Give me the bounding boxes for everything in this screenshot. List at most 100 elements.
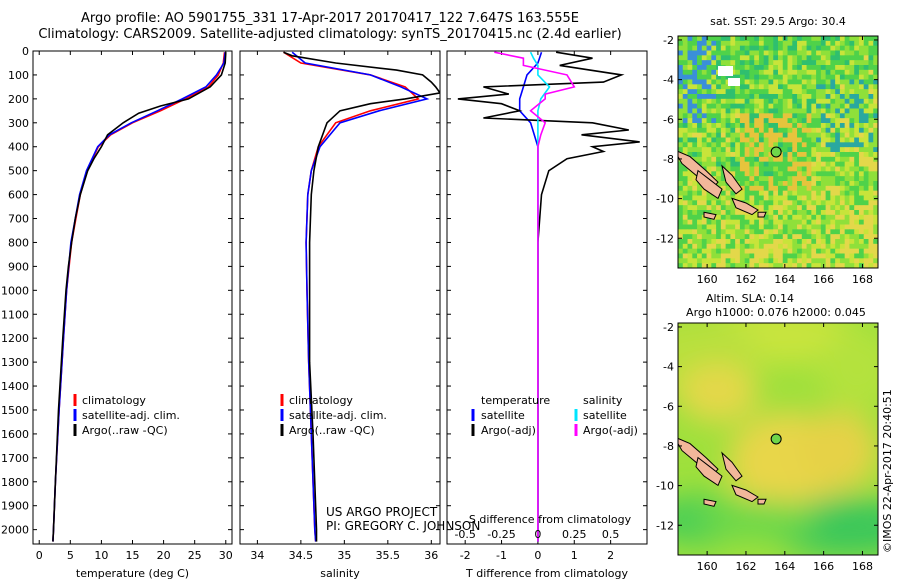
map-cell — [811, 94, 817, 100]
map-cell — [697, 94, 703, 100]
map-cell — [706, 50, 712, 56]
map-cell — [839, 94, 846, 100]
map-cell — [825, 127, 831, 134]
map-cell — [835, 200, 841, 206]
island-shape — [695, 169, 723, 200]
map-cell — [782, 147, 789, 153]
map-cell — [792, 94, 798, 100]
map-cell — [835, 190, 841, 196]
map-cell — [706, 65, 712, 71]
map-cell — [801, 219, 808, 225]
map-cell — [830, 190, 836, 196]
map-cell — [687, 50, 693, 56]
map-cell — [697, 239, 703, 245]
map-cell — [773, 103, 779, 109]
map-cell — [725, 74, 731, 80]
map-cell — [839, 200, 846, 206]
map-cell — [825, 195, 831, 201]
map-cell — [706, 123, 712, 129]
map-cell — [725, 263, 731, 268]
map-cell — [858, 108, 865, 114]
map-cell — [873, 94, 878, 100]
map-cell — [730, 229, 736, 235]
map-cell — [711, 123, 717, 129]
map-cell — [692, 89, 698, 95]
map-cell — [873, 210, 878, 216]
series-line-climatology — [52, 52, 226, 542]
map-cell — [692, 214, 698, 221]
map-cell — [863, 123, 869, 129]
map-cell — [711, 45, 717, 51]
map-cell — [744, 123, 750, 129]
map-cell — [782, 248, 789, 254]
map-cell — [735, 84, 741, 90]
map-cell — [863, 103, 869, 109]
map-cell — [768, 69, 774, 76]
map-cell — [854, 205, 860, 211]
map-cell — [782, 224, 789, 230]
map-cell — [811, 50, 817, 56]
map-cell — [739, 36, 746, 42]
map-cell — [768, 45, 774, 51]
map-cell — [830, 166, 836, 172]
map-cell — [844, 79, 850, 85]
map-cell — [701, 94, 708, 100]
map-cell — [687, 89, 693, 95]
map-cell — [763, 65, 769, 71]
map-cell — [820, 50, 827, 56]
map-cell — [725, 190, 731, 196]
map-cell — [797, 113, 803, 119]
map-cell — [697, 50, 703, 56]
map-cell — [835, 45, 841, 51]
map-cell — [711, 248, 717, 254]
map-cell — [806, 248, 812, 254]
map-cell — [844, 103, 850, 109]
map-cell — [701, 137, 708, 143]
map-cell — [735, 142, 741, 148]
map-cell — [849, 258, 855, 264]
map-cell — [687, 248, 693, 254]
map-cell — [754, 258, 760, 264]
map-cell — [778, 200, 784, 206]
map-cell — [773, 176, 779, 182]
map-cell — [811, 132, 817, 138]
map-cell — [782, 253, 789, 259]
map-cell — [697, 142, 703, 148]
map-cell — [730, 166, 736, 172]
map-cell — [744, 142, 750, 148]
map-cell — [868, 258, 874, 264]
map-cell — [701, 147, 708, 153]
map-cell — [811, 185, 817, 192]
map-cell — [825, 185, 831, 192]
map-cell — [773, 74, 779, 80]
map-cell — [858, 89, 865, 95]
map-cell — [682, 118, 689, 124]
map-cell — [849, 103, 855, 109]
map-cell — [773, 161, 779, 167]
map-cell — [682, 98, 689, 105]
map-cell — [716, 176, 722, 182]
map-cell — [854, 253, 860, 259]
y-tick-label: -10 — [656, 193, 674, 206]
map-cell — [849, 219, 855, 225]
map-cell — [787, 195, 793, 201]
map-cell — [835, 137, 841, 143]
map-cell — [811, 79, 817, 85]
map-cell — [863, 147, 869, 153]
map-cell — [678, 200, 684, 206]
y-tick-label: -8 — [663, 153, 674, 166]
map-cell — [816, 65, 822, 71]
map-cell — [758, 152, 765, 158]
map-cell — [692, 152, 698, 158]
map-cell — [687, 98, 693, 105]
map-cell — [835, 142, 841, 148]
map-cell — [849, 65, 855, 71]
map-cell — [835, 195, 841, 201]
map-cell — [697, 152, 703, 158]
map-cell — [687, 113, 693, 119]
map-cell — [858, 214, 865, 221]
map-cell — [763, 40, 769, 47]
map-cell — [678, 176, 684, 182]
map-cell — [849, 166, 855, 172]
map-cell — [849, 234, 855, 240]
